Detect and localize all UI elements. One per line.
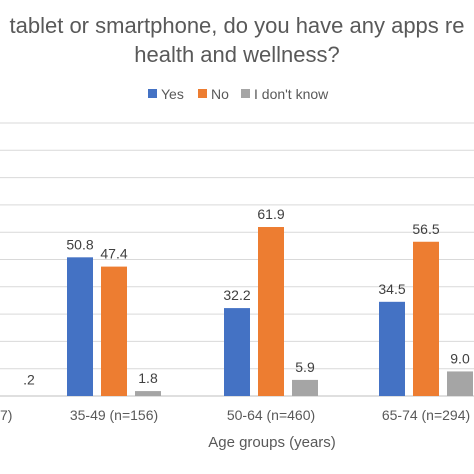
chart-title-line-2: health and wellness? (134, 42, 339, 67)
legend-item: No (198, 86, 229, 102)
bar (292, 379, 318, 396)
chart-legend: Yes No I don't know (148, 86, 329, 102)
bar (447, 371, 473, 396)
x-axis-title: Age groups (years) (208, 434, 336, 451)
bar-value-label: 61.9 (257, 206, 284, 222)
bar (224, 308, 250, 396)
bars (67, 227, 473, 396)
legend-label: I don't know (254, 86, 329, 102)
legend-label: No (211, 86, 229, 102)
bar (379, 301, 405, 396)
bar-value-label: 9.0 (450, 350, 470, 366)
bar-value-label: 1.8 (138, 370, 158, 386)
legend-label: Yes (161, 86, 184, 102)
legend-swatch (198, 89, 207, 98)
bar-value-label: 34.5 (378, 281, 405, 297)
bar (101, 266, 127, 396)
bar-value-label: 47.4 (100, 246, 127, 262)
bar-value-label: .2 (23, 372, 35, 388)
x-tick-label: 7) (0, 407, 12, 423)
bar-value-label: 50.8 (66, 236, 93, 252)
chart-title-line-1: tablet or smartphone, do you have any ap… (10, 13, 465, 38)
bar (67, 257, 93, 396)
bar-value-label: 56.5 (412, 221, 439, 237)
x-tick-label: 65-74 (n=294) (382, 407, 470, 423)
bar (413, 241, 439, 396)
legend-item: Yes (148, 86, 184, 102)
legend-item: I don't know (241, 86, 329, 102)
x-tick-label: 50-64 (n=460) (227, 407, 315, 423)
legend-swatch (148, 89, 157, 98)
legend-swatch (241, 89, 250, 98)
bar (135, 391, 161, 396)
bar (258, 227, 284, 396)
bar-value-label: 5.9 (295, 359, 315, 375)
bar-value-label: 32.2 (223, 287, 250, 303)
x-axis-tick-labels: 7) 35-49 (n=156) 50-64 (n=460) 65-74 (n=294… (0, 407, 470, 423)
x-tick-label: 35-49 (n=156) (70, 407, 158, 423)
value-labels: .2 50.8 47.4 1.8 32.2 61.9 5.9 34.5 56.5 9.0 (23, 206, 470, 388)
chart-title: tablet or smartphone, do you have any ap… (10, 13, 465, 67)
